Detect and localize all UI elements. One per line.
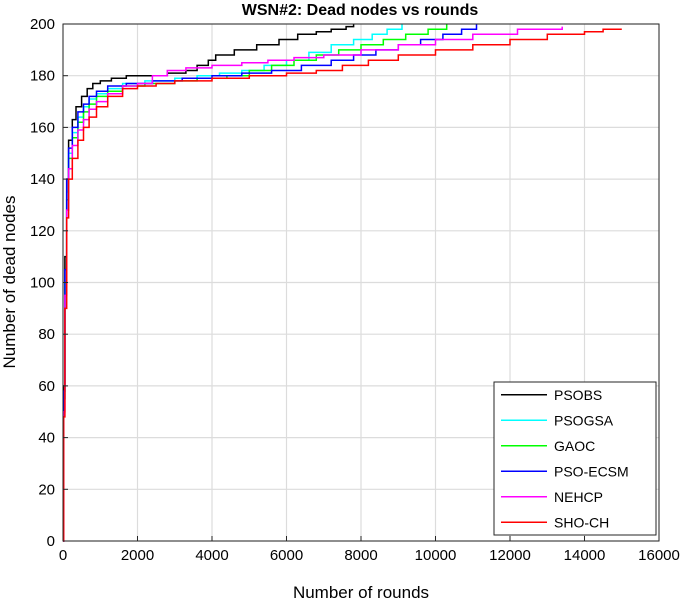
x-tick-label: 0: [59, 547, 67, 564]
series-layer: [62, 24, 622, 542]
legend-label-sho-ch: SHO-CH: [554, 514, 609, 530]
legend-box: [493, 381, 657, 536]
legend-label-psobs: PSOBS: [554, 387, 602, 403]
x-tick-label: 12000: [489, 547, 531, 564]
x-tick-label: 6000: [270, 547, 303, 564]
x-tick-label: 16000: [638, 547, 680, 564]
axis-ticks: 0 2000 4000 6000 8000 10000 12000 14000 16000 0 20…: [30, 16, 680, 564]
series-line-sho-ch: [62, 28, 622, 542]
legend-label-nehcp: NEHCP: [554, 489, 603, 505]
y-tick-label: 40: [38, 430, 55, 447]
y-tick-label: 60: [38, 378, 55, 395]
x-tick-label: 4000: [195, 547, 228, 564]
y-tick-label: 0: [47, 533, 55, 550]
x-tick-label: 10000: [415, 547, 457, 564]
y-tick-label: 160: [30, 119, 55, 136]
legend-label-gaoc: GAOC: [554, 438, 595, 454]
legend: PSOBS PSOGSA GAOC PSO-ECSM NEHCP SHO-CH: [493, 381, 657, 536]
y-tick-label: 20: [38, 481, 55, 498]
legend-label-psogsa: PSOGSA: [554, 412, 614, 428]
x-tick-label: 2000: [121, 547, 154, 564]
y-tick-label: 80: [38, 326, 55, 343]
y-tick-label: 200: [30, 16, 55, 33]
legend-label-pso-ecsm: PSO-ECSM: [554, 463, 629, 479]
y-tick-label: 140: [30, 171, 55, 188]
x-axis-label: Number of rounds: [293, 583, 429, 601]
x-tick-label: 8000: [344, 547, 377, 564]
y-tick-label: 100: [30, 275, 55, 292]
y-tick-label: 180: [30, 68, 55, 85]
y-axis-label: Number of dead nodes: [0, 196, 19, 369]
y-tick-label: 120: [30, 223, 55, 240]
chart-title: WSN#2: Dead nodes vs rounds: [242, 2, 479, 19]
series-line-nehcp: [62, 26, 563, 542]
x-tick-label: 14000: [564, 547, 606, 564]
